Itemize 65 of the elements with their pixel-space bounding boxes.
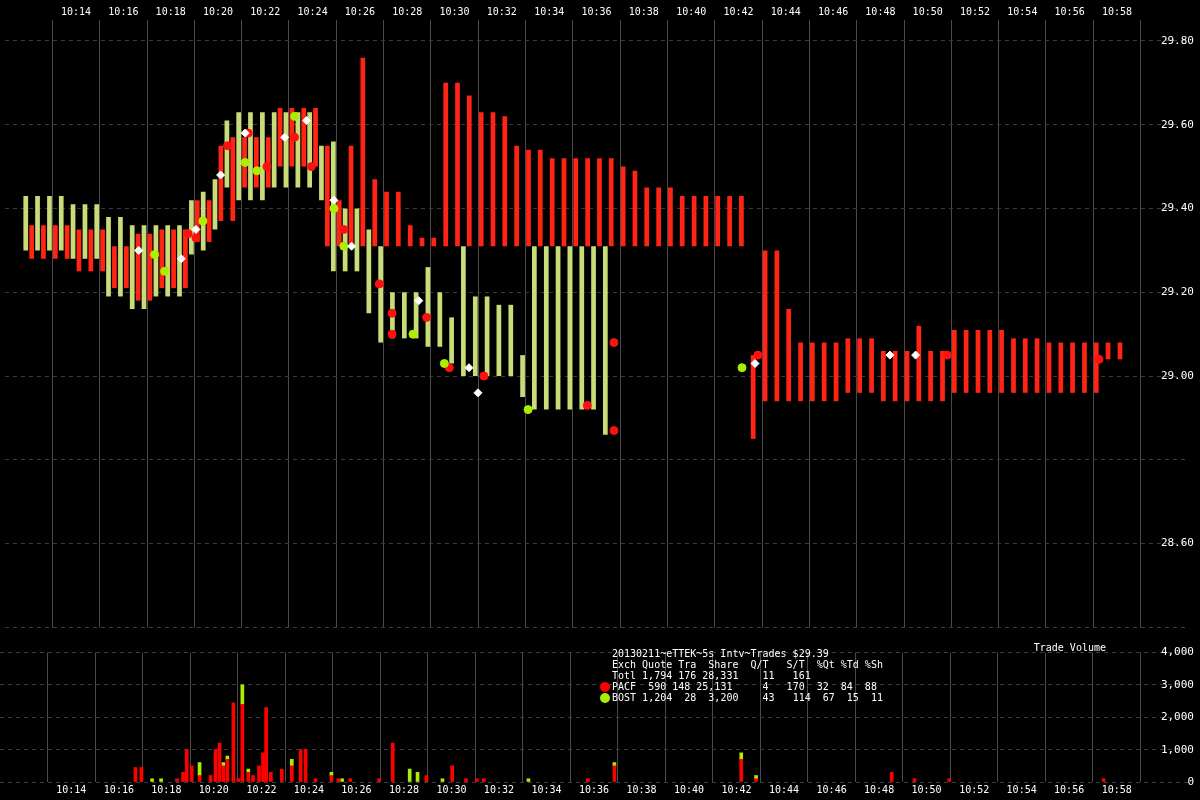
- x-tick-label: 10:24: [293, 783, 324, 795]
- x-tick-label: 10:48: [865, 5, 896, 17]
- x-tick-label: 10:32: [483, 783, 514, 795]
- x-tick-label: 10:22: [250, 5, 281, 17]
- y-tick-label: 3,000: [1160, 677, 1194, 691]
- x-tick-label: 10:38: [626, 783, 657, 795]
- annotation: Exch Quote Tra Share Q/T S/T %Qt %Td %Sh: [612, 659, 883, 670]
- x-tick-label: 10:52: [960, 5, 991, 17]
- chart-title: Trade Volume: [1033, 642, 1106, 653]
- x-tick-label: 10:58: [1101, 5, 1133, 17]
- x-tick-label: 10:20: [198, 783, 229, 795]
- x-tick-label: 10:42: [721, 783, 752, 795]
- x-tick-label: 10:40: [676, 5, 707, 17]
- annotation: 1,204 28 3,200 43 114 67 15 11: [641, 692, 883, 703]
- legend-label: BOST: [612, 692, 637, 703]
- y-tick-label: 28.60: [1160, 536, 1194, 550]
- x-tick-label: 10:32: [486, 5, 517, 17]
- x-tick-label: 10:50: [912, 5, 943, 17]
- x-tick-label: 10:54: [1006, 783, 1037, 795]
- y-tick-label: 29.40: [1160, 201, 1194, 215]
- x-tick-label: 10:14: [56, 783, 87, 795]
- x-tick-label: 10:44: [768, 783, 800, 795]
- y-tick-label: 4,000: [1160, 645, 1194, 659]
- x-tick-label: 10:18: [155, 5, 186, 17]
- x-tick-label: 10:56: [1054, 5, 1085, 17]
- x-tick-label: 10:30: [439, 5, 470, 17]
- x-tick-label: 10:46: [818, 5, 849, 17]
- x-tick-label: 10:16: [108, 5, 139, 17]
- x-tick-label: 10:26: [341, 783, 372, 795]
- x-tick-label: 10:48: [864, 783, 895, 795]
- y-tick-label: 0: [1187, 774, 1194, 788]
- y-tick-label: 29.80: [1160, 33, 1194, 47]
- x-tick-label: 10:56: [1054, 783, 1085, 795]
- x-tick-label: 10:52: [959, 783, 990, 795]
- annotation: Totl 1,794 176 28,331 11 161: [612, 670, 812, 681]
- x-tick-label: 10:58: [1101, 783, 1132, 795]
- x-tick-label: 10:24: [297, 5, 328, 17]
- x-tick-label: 10:40: [674, 783, 705, 795]
- x-tick-label: 10:14: [60, 5, 92, 17]
- y-tick-label: 29.60: [1160, 117, 1194, 131]
- x-tick-label: 10:22: [246, 783, 277, 795]
- x-tick-label: 10:36: [581, 5, 612, 17]
- x-tick-label: 10:44: [770, 5, 801, 17]
- y-tick-label: 29.20: [1160, 285, 1194, 299]
- x-tick-label: 10:50: [911, 783, 942, 795]
- x-tick-label: 10:34: [531, 783, 562, 795]
- x-tick-label: 10:20: [202, 5, 233, 17]
- x-tick-label: 10:36: [578, 783, 610, 795]
- annotation: 590 148 25,131 4 170 32 84 88: [647, 681, 877, 692]
- y-tick-label: 1,000: [1160, 742, 1194, 756]
- legend-title: 20130211~eTTEK~5s Intv~Trades $29.39: [612, 648, 830, 659]
- x-tick-label: 10:30: [436, 783, 467, 795]
- x-tick-label: 10:16: [103, 783, 134, 795]
- x-tick-label: 10:28: [388, 783, 420, 795]
- x-tick-label: 10:38: [628, 5, 659, 17]
- x-tick-label: 10:42: [723, 5, 754, 17]
- x-tick-label: 10:54: [1007, 5, 1038, 17]
- y-tick-label: 29.00: [1160, 368, 1194, 382]
- x-tick-label: 10:34: [534, 5, 565, 17]
- x-tick-label: 10:18: [151, 783, 182, 795]
- x-tick-label: 10:28: [392, 5, 423, 17]
- legend-label: PACF: [612, 681, 637, 692]
- y-tick-label: 2,000: [1160, 710, 1194, 724]
- x-tick-label: 10:26: [344, 5, 375, 17]
- x-tick-label: 10:46: [816, 783, 847, 795]
